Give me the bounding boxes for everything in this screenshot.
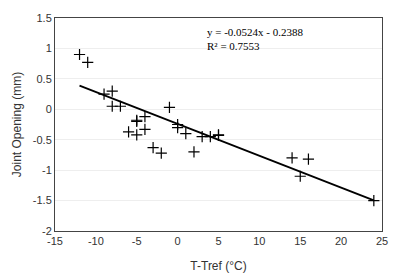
svg-text:0: 0 [46,103,52,115]
svg-text:1: 1 [46,42,52,54]
svg-text:5: 5 [215,235,221,247]
svg-text:-0.5: -0.5 [33,134,52,146]
svg-text:-1.5: -1.5 [33,194,52,206]
svg-text:-15: -15 [47,235,63,247]
svg-text:y = -0.0524x - 0.2388R² = 0.75: y = -0.0524x - 0.2388R² = 0.7553 [207,26,304,52]
svg-text:0: 0 [175,235,181,247]
svg-text:T-Tref (°C): T-Tref (°C) [190,259,246,273]
svg-text:-10: -10 [88,235,104,247]
svg-text:Joint Opening (mm): Joint Opening (mm) [10,72,24,177]
svg-text:25: 25 [376,235,388,247]
svg-text:15: 15 [294,235,306,247]
svg-text:20: 20 [335,235,347,247]
svg-text:-5: -5 [132,235,142,247]
svg-text:10: 10 [253,235,265,247]
svg-text:1.5: 1.5 [37,12,52,24]
svg-text:-1: -1 [42,164,52,176]
svg-text:0.5: 0.5 [37,73,52,85]
svg-text:-2: -2 [42,225,52,237]
